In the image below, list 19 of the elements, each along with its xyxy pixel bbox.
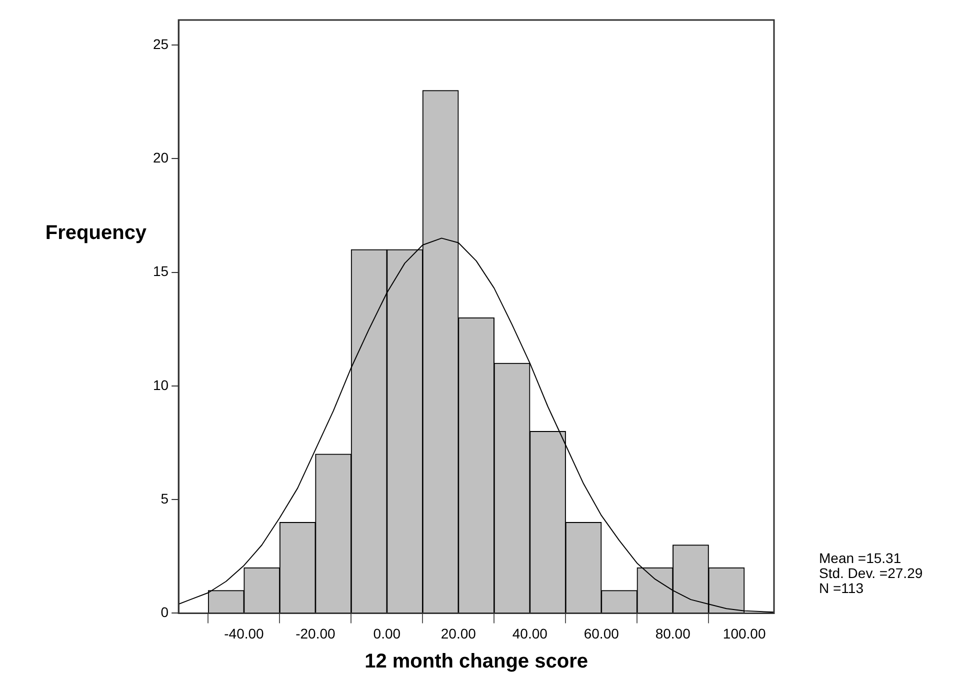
x-tick-label: 60.00 — [584, 625, 620, 642]
text: Mean =15.31 — [819, 550, 902, 566]
x-tick-label: 80.00 — [655, 625, 691, 642]
x-axis-title: 12 month change score — [364, 650, 588, 673]
y-tick-label: 5 — [160, 490, 169, 506]
x-tick-label: 0.00 — [373, 625, 401, 642]
y-tick-label: 20 — [152, 150, 169, 166]
x-tick-label: -40.00 — [224, 625, 264, 642]
y-tick-label: 25 — [152, 36, 169, 52]
x-tick-label: -20.00 — [296, 625, 336, 642]
y-tick-label: 15 — [152, 263, 169, 280]
text: Std. Dev. =27.29 — [819, 565, 923, 582]
y-tick-label: 0 — [160, 604, 169, 620]
x-tick-label: 100.00 — [722, 625, 766, 642]
text: N =113 — [819, 580, 864, 596]
y-tick-label: 10 — [152, 376, 169, 393]
x-tick-label: 40.00 — [512, 625, 548, 642]
x-tick-label: 20.00 — [440, 625, 476, 642]
y-axis-title: Frequency — [45, 222, 148, 244]
